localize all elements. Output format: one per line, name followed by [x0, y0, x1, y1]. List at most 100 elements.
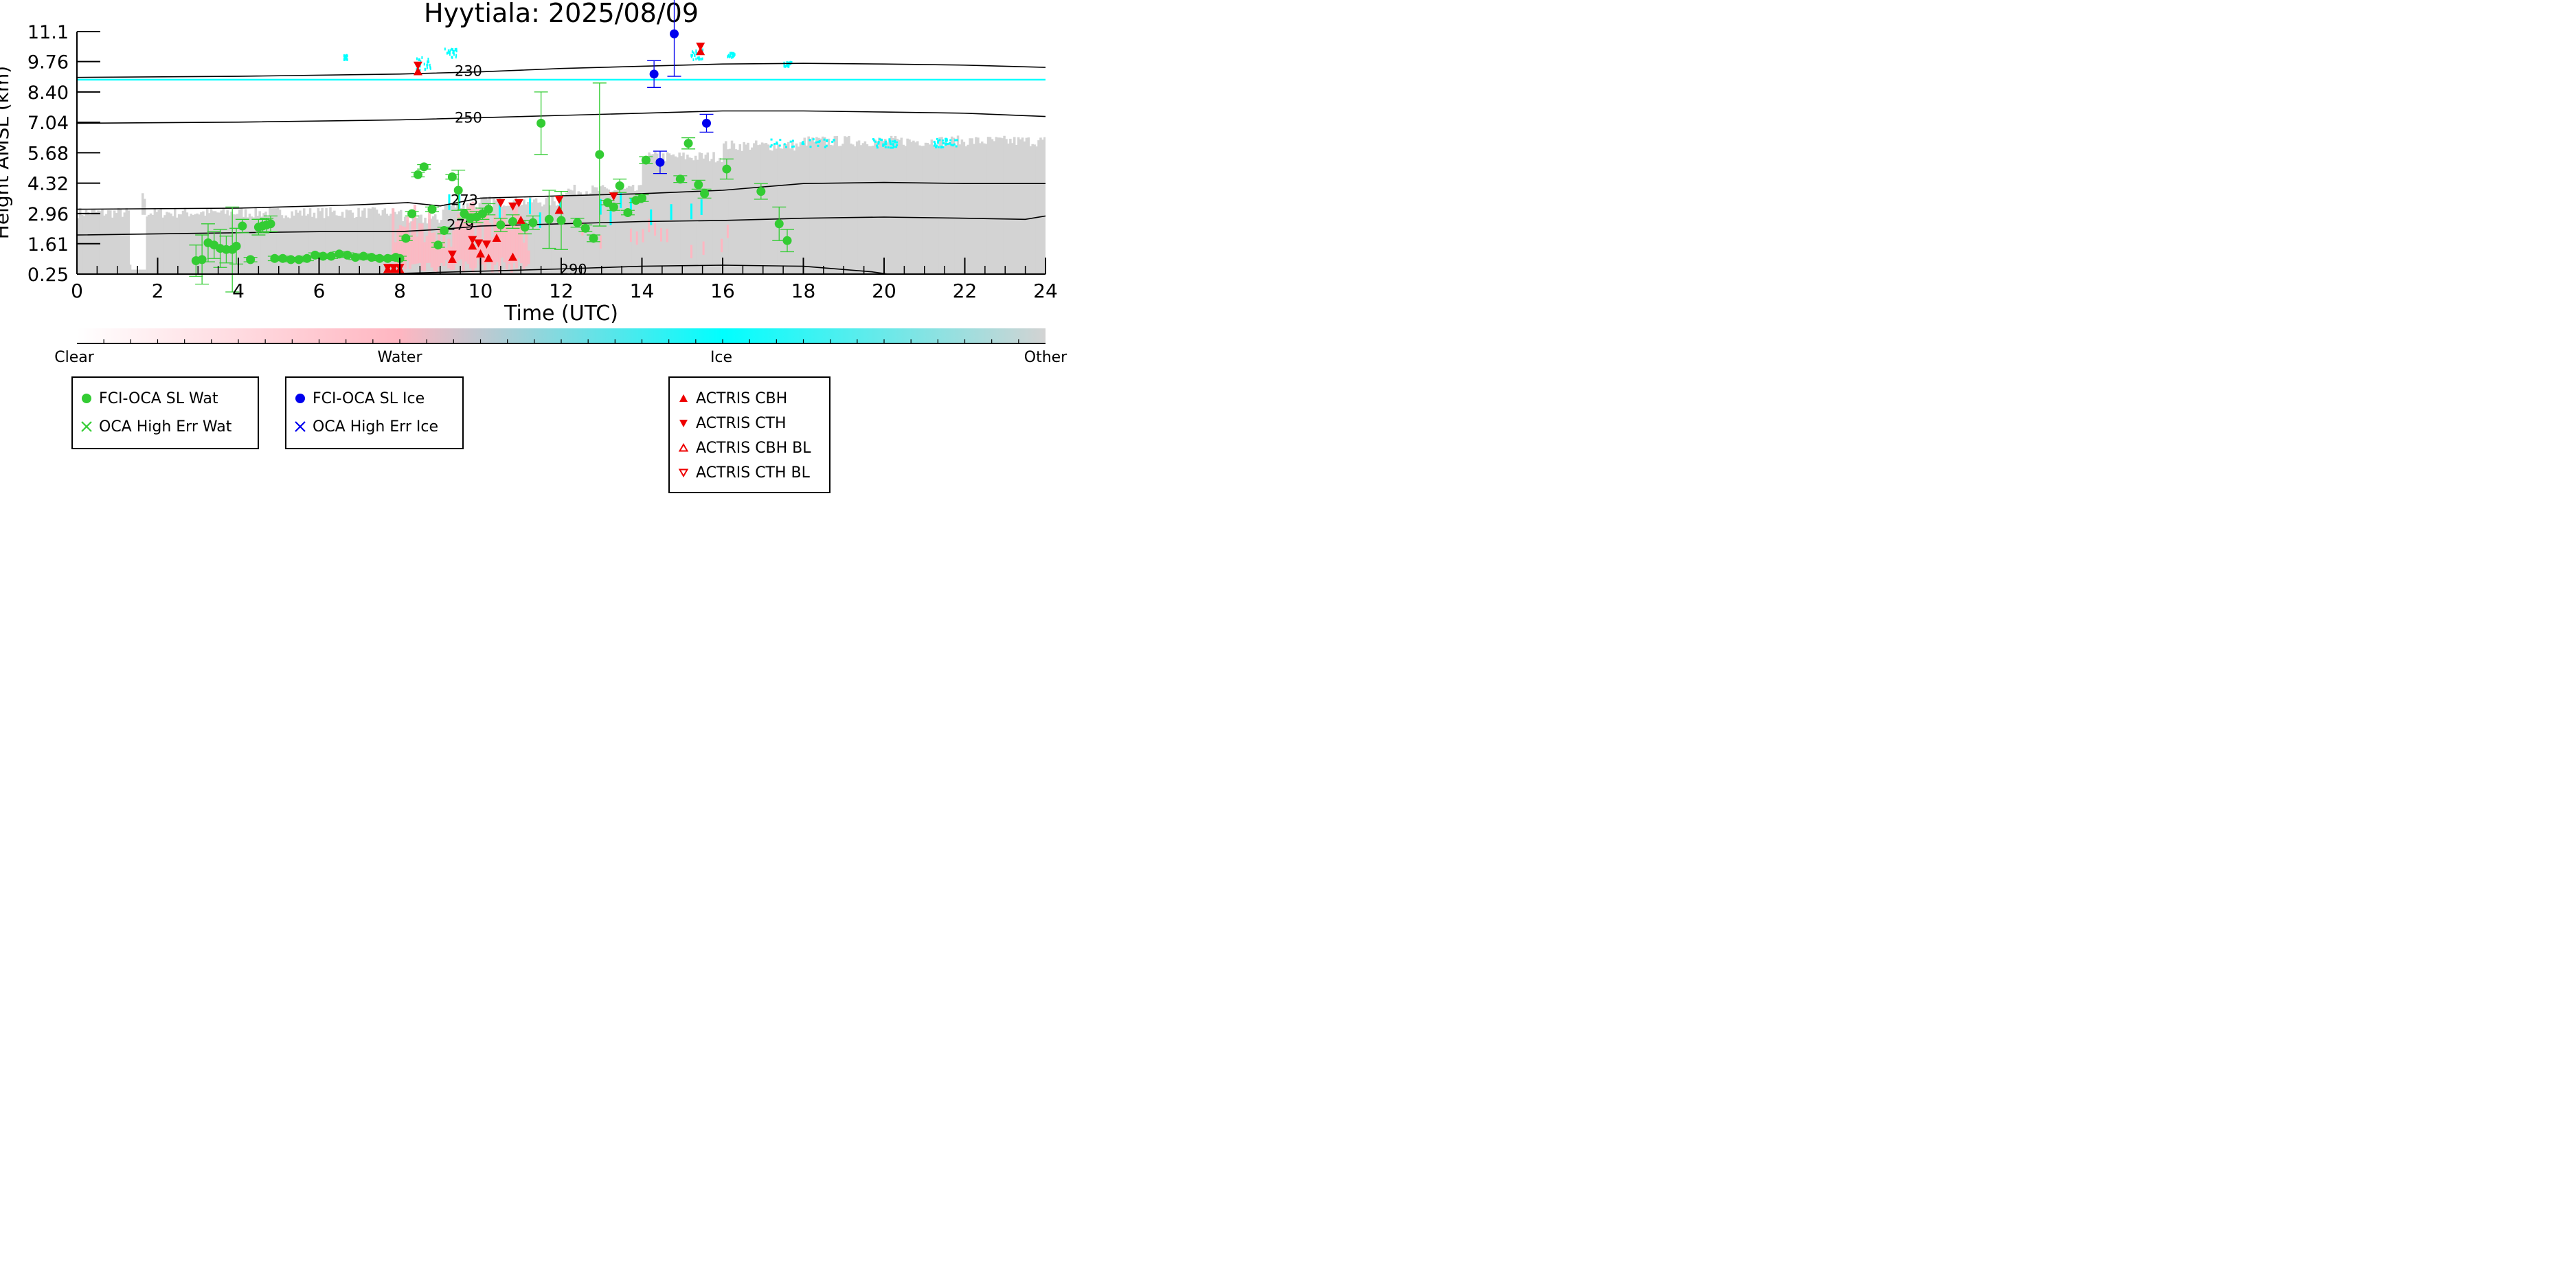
cloud-column-other: [181, 210, 185, 274]
cloud-column-other: [246, 217, 249, 274]
cloud-column-other: [783, 144, 786, 274]
cloud-column-other: [319, 211, 322, 274]
cloud-column-other: [145, 216, 148, 274]
wat-point: [722, 164, 732, 174]
ice-speck: [880, 138, 883, 141]
ice-speck: [729, 52, 731, 55]
x-tick-label: 18: [791, 280, 816, 302]
wat-point: [694, 180, 703, 190]
cloud-column-other: [850, 144, 852, 274]
cloud-column-other: [381, 210, 385, 274]
cloud-column-other: [702, 158, 705, 274]
actris-cbh-point: [508, 252, 517, 261]
cloud-column-water: [403, 227, 407, 269]
legend-label: ACTRIS CTH: [696, 414, 787, 432]
cloud-column-other: [714, 162, 717, 274]
cloud-column-other: [664, 161, 667, 274]
cloud-column-other: [385, 214, 388, 274]
cloud-column-other: [192, 215, 194, 274]
cloud-column-ice: [609, 209, 612, 225]
ice-speck: [792, 145, 795, 148]
ice-speck: [418, 58, 420, 61]
cloud-column-other: [627, 185, 631, 274]
ice-speck: [455, 49, 457, 53]
cloud-column-other: [793, 150, 796, 274]
cloud-column-other: [751, 147, 754, 274]
cloud-column-ice: [498, 203, 501, 219]
cloud-column-other: [724, 141, 727, 274]
cloud-column-other: [252, 217, 256, 274]
cloud-column-other: [303, 208, 306, 274]
cloud-column-other: [579, 192, 582, 274]
cloud-column-water: [418, 223, 422, 263]
cloud-column-other: [916, 141, 919, 274]
cloud-column-other: [704, 155, 708, 274]
ice-speck: [825, 144, 828, 147]
cloud-column-other: [220, 210, 223, 274]
cloud-column-other: [938, 137, 941, 274]
cloud-column-other: [286, 217, 290, 274]
wat-point: [238, 221, 247, 231]
cloud-column-other: [1021, 137, 1024, 274]
ice-speck: [791, 61, 793, 65]
cloud-column-other: [389, 214, 392, 274]
cloud-column-other: [347, 210, 350, 274]
actris-cbh-point: [492, 233, 501, 242]
cloud-column-other: [662, 153, 665, 274]
cloud-column-other: [706, 152, 710, 274]
cloud-column-other: [109, 210, 112, 274]
cloud-column-other: [1037, 140, 1040, 274]
ice-speck: [944, 143, 947, 146]
contour-line-230: [76, 63, 1046, 78]
ice-speck: [419, 69, 421, 72]
ice-speck: [953, 143, 956, 146]
cloud-column-other: [262, 213, 265, 274]
ice-speck: [345, 56, 347, 60]
cloud-column-other: [930, 139, 934, 274]
cloud-column-other: [323, 218, 326, 274]
cloud-column-other: [914, 142, 917, 274]
cloud-column-other: [137, 267, 140, 274]
cloud-column-water: [726, 225, 729, 238]
cloud-column-other: [993, 141, 996, 274]
cloud-column-other: [684, 159, 687, 274]
ice-speck: [879, 138, 881, 141]
cloud-column-water: [498, 218, 501, 273]
cloud-column-water: [527, 250, 530, 264]
cloud-column-other: [736, 150, 740, 274]
cloud-column-other: [971, 138, 973, 274]
cloud-column-other: [267, 216, 269, 274]
cloud-column-other: [813, 142, 816, 274]
ice-speck: [949, 142, 951, 144]
cloud-column-other: [115, 213, 118, 274]
wat-point: [609, 202, 618, 212]
cloud-column-other: [811, 137, 814, 274]
cloud-column-other: [613, 190, 616, 274]
cloud-column-other: [789, 148, 792, 274]
cloud-column-other: [882, 141, 885, 274]
ice-speck: [449, 53, 451, 56]
cloud-column-other: [846, 137, 848, 274]
cloud-column-ice: [539, 212, 541, 229]
ice-speck: [788, 65, 790, 68]
ice-speck: [896, 144, 899, 147]
cloud-column-other: [932, 145, 936, 274]
actris-cbh-point: [516, 215, 526, 224]
data-markers: [191, 29, 792, 273]
ice-speck: [776, 141, 778, 144]
cloud-column-other: [758, 144, 762, 274]
cloud-column-other: [444, 204, 447, 274]
ice-speck: [825, 139, 828, 142]
cloud-column-other: [658, 159, 661, 274]
legend-item-fci-oca-sl-wat: FCI-OCA SL Wat: [78, 388, 218, 409]
cloud-column-other: [194, 214, 196, 274]
cloud-column-other: [80, 214, 84, 274]
cloud-column-other: [250, 216, 253, 274]
cloud-column-other: [567, 188, 570, 274]
cloud-column-water: [440, 248, 443, 263]
wat-point: [700, 189, 710, 199]
ice-speck: [447, 51, 449, 54]
cloud-column-other: [131, 265, 134, 274]
cloud-column-other: [103, 215, 106, 274]
cloud-column-other: [771, 150, 774, 274]
